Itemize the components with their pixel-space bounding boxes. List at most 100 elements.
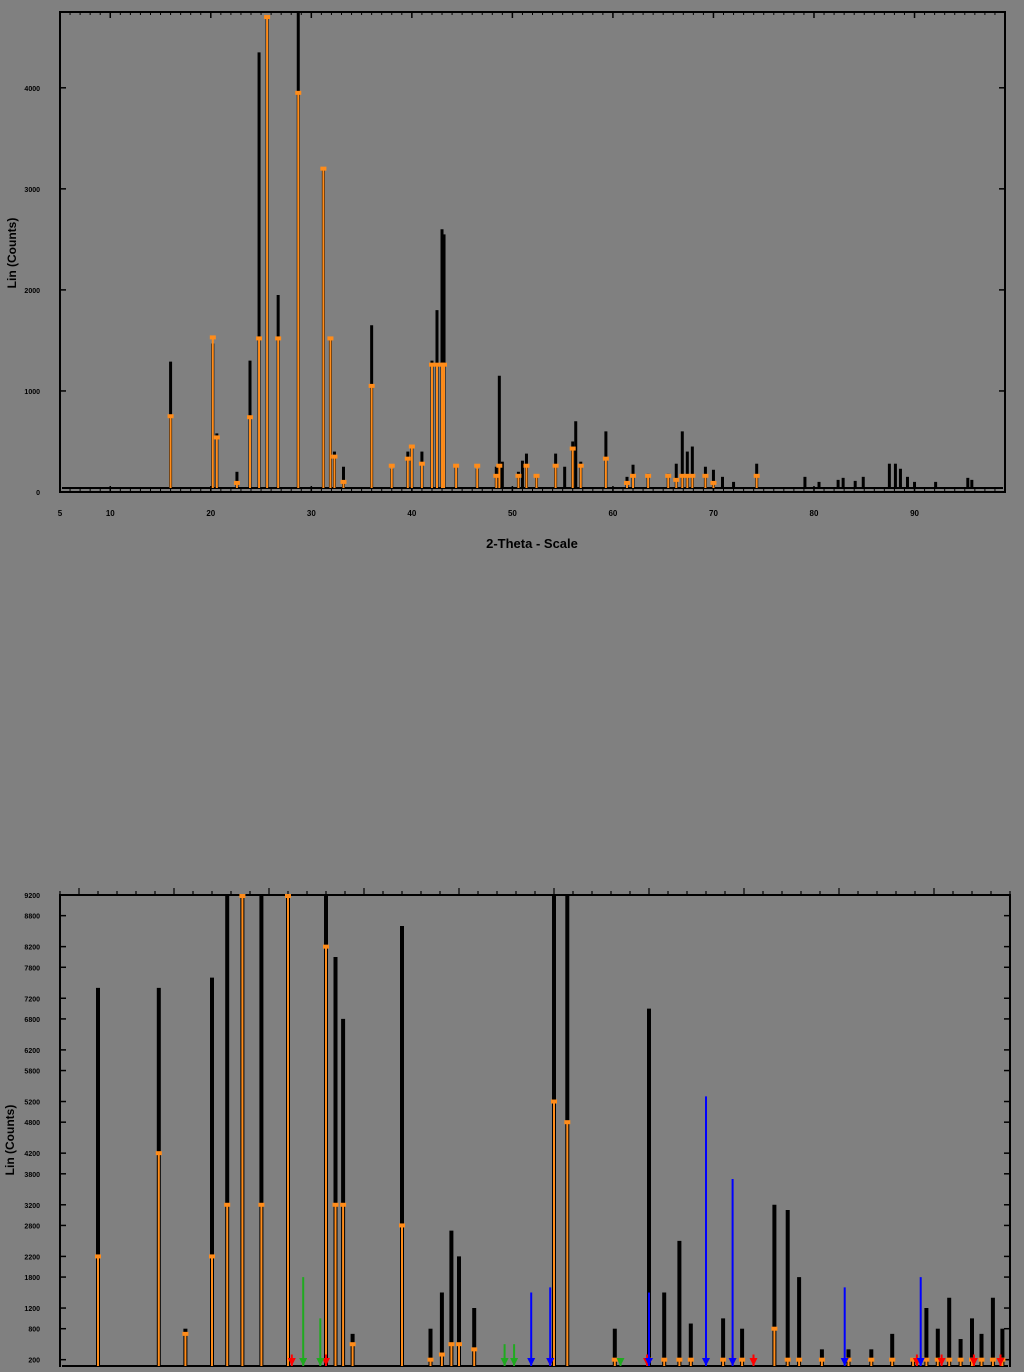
y-tick-label: 0 (36, 490, 40, 497)
calculated-peak-cap (679, 473, 686, 478)
calculated-peak-cap (720, 1357, 727, 1362)
calculated-peak-cap (441, 362, 448, 367)
calculated-peak-cap (910, 1357, 917, 1362)
calculated-peak-cap (327, 336, 334, 341)
calculated-peak-cap (978, 1357, 985, 1362)
bottom-plot-frame (59, 894, 1011, 1371)
calculated-peak-cap (182, 1331, 189, 1336)
y-tick-label: 4000 (24, 86, 40, 93)
y-tick-label: 3200 (24, 1203, 40, 1210)
calculated-peak-cap (687, 1357, 694, 1362)
calculated-peak-cap (577, 463, 584, 468)
calculated-peak-cap (433, 362, 440, 367)
calculated-peak-cap (551, 1099, 557, 1104)
calculated-peak-cap (264, 15, 271, 20)
x-tick-label: 40 (407, 509, 416, 518)
calculated-peak-cap (448, 1342, 455, 1347)
calculated-peak-cap (404, 456, 411, 461)
y-tick-label: 7200 (24, 996, 40, 1003)
blue-marker-arrow (916, 1358, 925, 1366)
calculated-peak-cap (515, 473, 522, 478)
calculated-peak-cap (771, 1326, 778, 1331)
y-tick-label: 2200 (24, 1254, 40, 1261)
calculated-peak-cap (889, 1357, 896, 1362)
blue-marker-arrow (645, 1358, 653, 1366)
calculated-peak-cap (946, 1357, 953, 1362)
calculated-peak-cap (388, 463, 395, 468)
calculated-peak-cap (630, 473, 637, 478)
top-y-ticks: 0 1000 2000 3000 4000 (24, 86, 1005, 497)
green-marker-arrow (500, 1358, 509, 1366)
calculated-peak-cap (818, 1357, 825, 1362)
y-tick-label: 3000 (24, 187, 40, 194)
y-tick-label: 4800 (24, 1120, 40, 1127)
green-marker-arrow (316, 1358, 325, 1366)
top-calculated-series (167, 15, 760, 488)
x-tick-label: 5 (58, 509, 63, 518)
bottom-y-ticks: 200 800 1200 1800 2200 2800 3200 3800 4200 4800 52… (24, 893, 1010, 1365)
calculated-peak-cap (923, 1357, 930, 1362)
calculated-peak-cap (239, 894, 246, 898)
calculated-peak-cap (456, 1342, 462, 1347)
calculated-peak-cap (624, 480, 630, 485)
y-tick-label: 6800 (24, 1017, 40, 1024)
calculated-peak-cap (285, 894, 291, 898)
bottom-diffraction-pattern: Lin (Counts) 200 800 1200 1800 2200 2800 3200 3… (3, 888, 1011, 1371)
y-tick-label: 8800 (24, 914, 40, 921)
calculated-peak-cap (523, 463, 530, 468)
y-tick-label: 2800 (24, 1223, 40, 1230)
calculated-peak-cap (340, 1202, 347, 1207)
top-x-ticks: 5 10 20 30 40 50 60 70 80 90 (58, 12, 1006, 518)
y-tick-label: 9200 (24, 893, 40, 900)
top-x-axis-title: 2-Theta - Scale (486, 536, 578, 551)
blue-marker-arrow (728, 1358, 737, 1366)
y-tick-label: 1200 (24, 1306, 40, 1313)
blue-marker-arrow (840, 1358, 849, 1366)
y-tick-label: 8200 (24, 945, 40, 952)
x-tick-label: 20 (206, 509, 215, 518)
calculated-peak-cap (399, 1223, 405, 1228)
calculated-peak-cap (868, 1357, 875, 1362)
calculated-peak-cap (611, 1357, 618, 1362)
calculated-peak-cap (340, 479, 347, 484)
red-marker-arrow (996, 1358, 1005, 1366)
calculated-peak-cap (368, 383, 375, 388)
y-tick-label: 3800 (24, 1172, 40, 1179)
calculated-peak-cap (989, 1357, 996, 1362)
red-marker-arrow (969, 1358, 978, 1366)
calculated-peak-cap (331, 454, 338, 459)
calculated-peak-cap (739, 1357, 746, 1362)
calculated-peak-cap (275, 336, 282, 341)
calculated-peak-cap (533, 473, 540, 478)
calculated-peak-cap (247, 415, 254, 420)
calculated-peak-cap (796, 1357, 803, 1362)
x-tick-label: 60 (608, 509, 617, 518)
calculated-peak-cap (408, 444, 415, 449)
red-marker-arrow (749, 1358, 758, 1366)
calculated-peak-cap (474, 463, 481, 468)
y-tick-label: 7800 (24, 965, 40, 972)
calculated-peak-cap (673, 477, 680, 482)
calculated-peak-cap (427, 1357, 434, 1362)
x-tick-label: 80 (810, 509, 819, 518)
x-tick-label: 10 (106, 509, 115, 518)
y-tick-label: 1000 (24, 389, 40, 396)
x-tick-label: 50 (508, 509, 517, 518)
top-plot-frame (59, 11, 1006, 493)
bottom-phase-markers (287, 1096, 1005, 1366)
y-tick-label: 800 (28, 1327, 40, 1334)
x-tick-label: 30 (307, 509, 316, 518)
green-marker-arrow (299, 1358, 308, 1366)
calculated-peak-cap (661, 1357, 668, 1362)
top-diffraction-pattern: 2-Theta - Scale Lin (Counts) 5 10 20 30 40 50… (5, 11, 1006, 551)
calculated-peak-cap (438, 1352, 445, 1357)
calculated-peak-cap (645, 473, 652, 478)
calculated-peak-cap (784, 1357, 791, 1362)
calculated-peak-cap (256, 336, 263, 341)
x-tick-label: 90 (910, 509, 919, 518)
red-marker-arrow (287, 1358, 296, 1366)
red-marker-arrow (937, 1358, 946, 1366)
calculated-peak-cap (496, 463, 503, 468)
